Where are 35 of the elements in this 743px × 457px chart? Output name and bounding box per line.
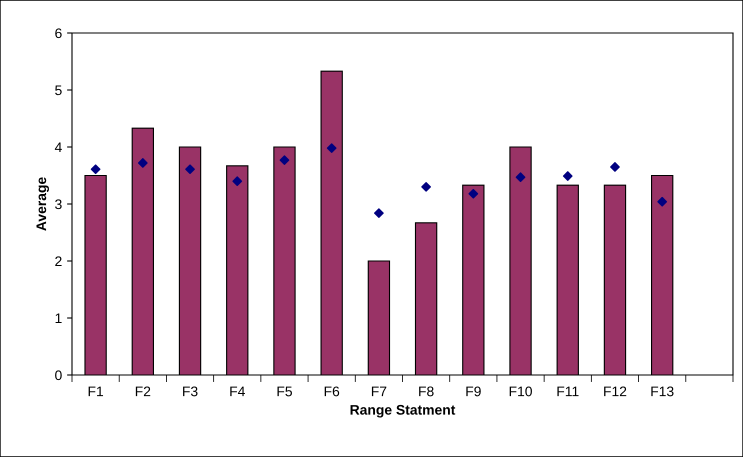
x-tick-label: F3 bbox=[183, 386, 198, 396]
x-tick-label: F10 bbox=[510, 386, 532, 396]
point bbox=[280, 155, 290, 165]
x-tick-label: F12 bbox=[604, 386, 626, 396]
point bbox=[374, 208, 384, 218]
point bbox=[421, 182, 431, 192]
point bbox=[232, 176, 242, 186]
point bbox=[90, 164, 100, 174]
y-tick-label: 2 bbox=[55, 256, 62, 266]
x-tick-label: F5 bbox=[278, 386, 292, 396]
point bbox=[468, 188, 478, 199]
y-tick-label: 4 bbox=[54, 142, 62, 152]
y-tick-label: 0 bbox=[55, 370, 62, 380]
x-tick-label: F1 bbox=[88, 386, 104, 396]
x-tick-label: F4 bbox=[230, 386, 245, 396]
x-tick-label: F9 bbox=[466, 386, 481, 396]
x-tick-label: F2 bbox=[136, 386, 150, 396]
y-axis-title: Average bbox=[36, 177, 49, 231]
x-tick-label: F8 bbox=[419, 386, 434, 396]
y-tick-label: 6 bbox=[55, 28, 62, 38]
point bbox=[326, 143, 337, 153]
point bbox=[138, 158, 148, 168]
x-axis-title: Range Statment bbox=[350, 404, 456, 418]
x-tick-label: F6 bbox=[324, 386, 340, 396]
x-tick-label: F11 bbox=[557, 386, 579, 396]
y-tick-label: 1 bbox=[56, 313, 62, 324]
x-tick-label: F7 bbox=[372, 386, 386, 396]
x-tick-label: F13 bbox=[651, 386, 674, 396]
point bbox=[185, 164, 195, 174]
point bbox=[562, 171, 573, 181]
point bbox=[657, 196, 668, 207]
point bbox=[610, 162, 620, 172]
y-tick-label: 3 bbox=[55, 199, 62, 210]
y-tick-label: 5 bbox=[55, 85, 62, 96]
point bbox=[516, 172, 526, 182]
